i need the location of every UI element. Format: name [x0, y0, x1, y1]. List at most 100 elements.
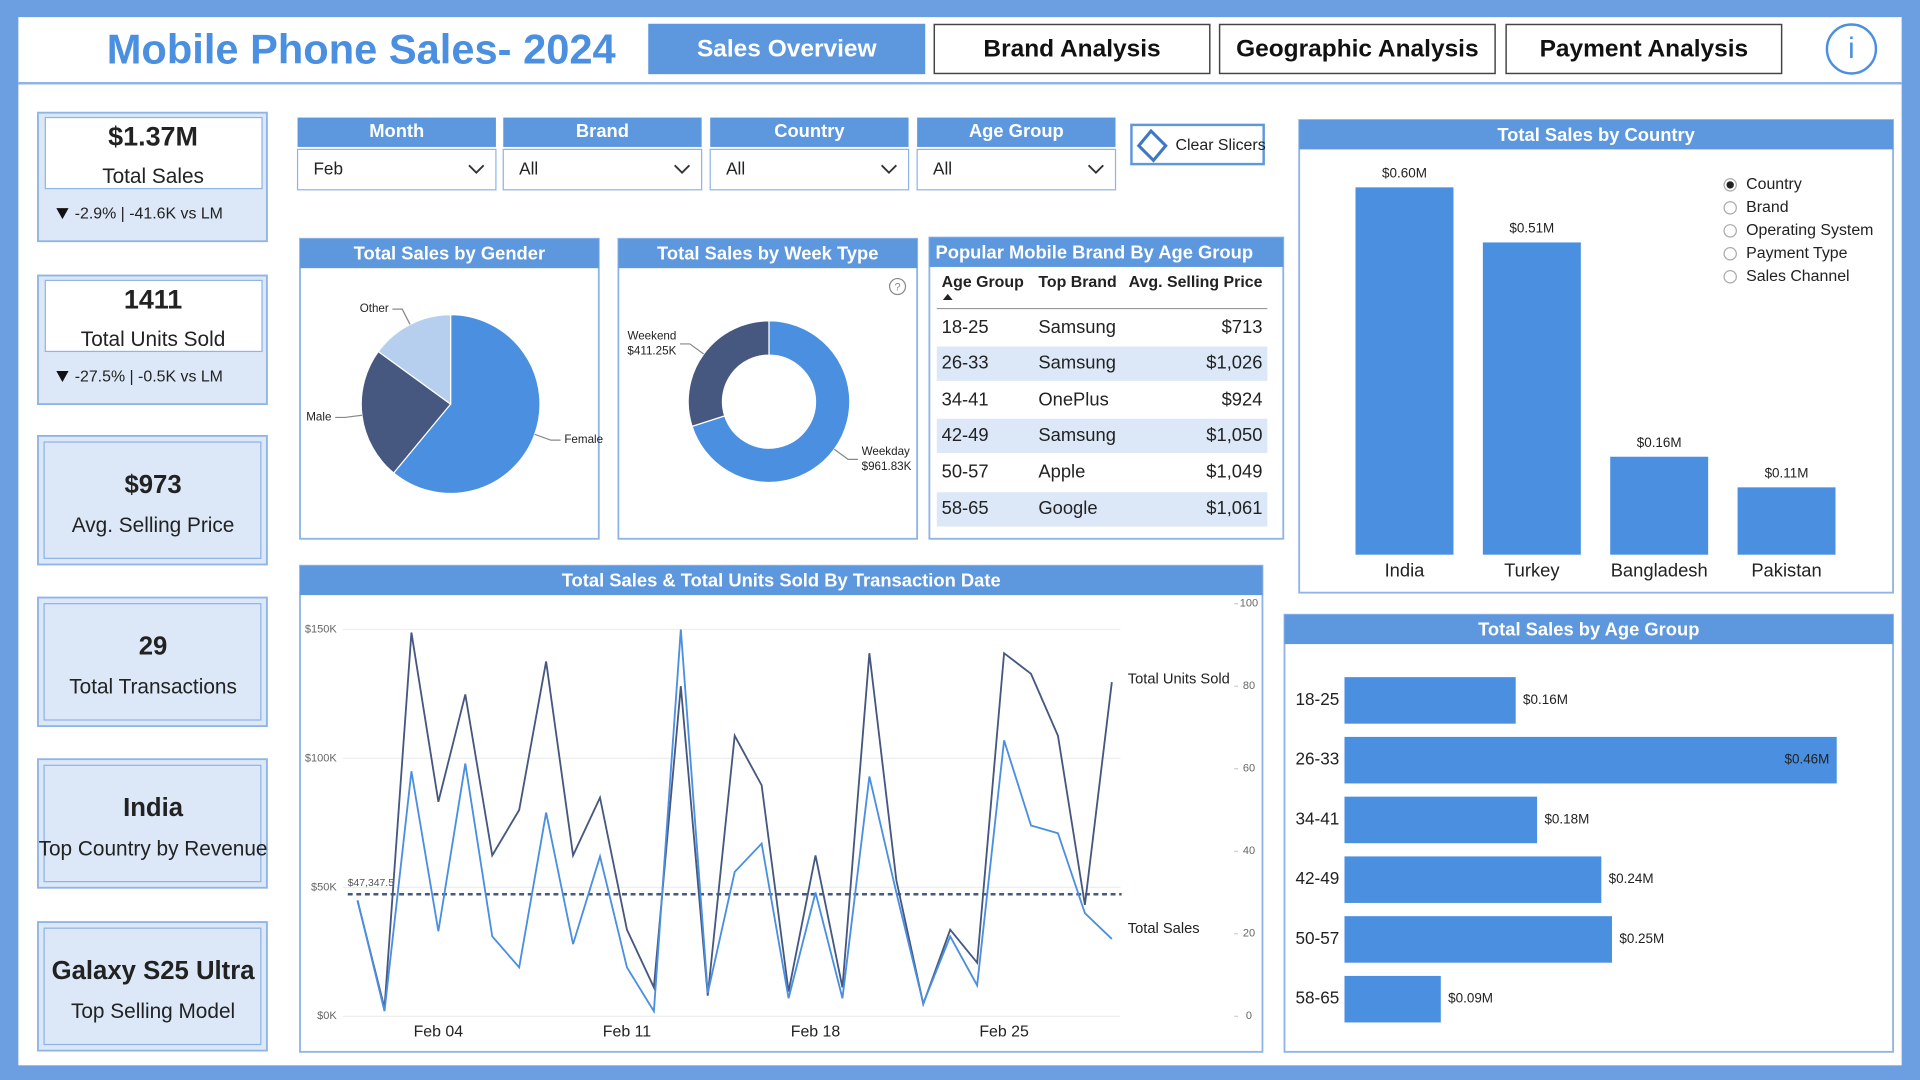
eraser-icon: [1136, 128, 1168, 163]
bar-value-label: $0.60M: [1382, 165, 1427, 180]
panel-title: Total Sales & Total Units Sold By Transa…: [562, 569, 1001, 590]
panel-title: Total Sales by Week Type: [657, 243, 878, 264]
info-icon[interactable]: [1825, 23, 1878, 75]
radio-label: Operating System: [1746, 222, 1873, 239]
donut-slice: [687, 320, 770, 428]
slicer-dropdown[interactable]: [709, 148, 910, 191]
info-icon-glyph: i: [1848, 32, 1855, 65]
table-cell: 42-49: [942, 424, 989, 445]
radio-button[interactable]: [1723, 247, 1737, 261]
bar: [1482, 242, 1581, 555]
table-cell: Samsung: [1038, 424, 1116, 445]
radio-button[interactable]: [1723, 224, 1737, 238]
panel-title: Total Sales by Gender: [354, 243, 545, 264]
table-cell: $1,026: [1206, 352, 1262, 373]
x-tick-label: Turkey: [1504, 560, 1560, 581]
chevron: [674, 164, 691, 174]
table-cell: $713: [1222, 316, 1263, 337]
tab-label: Sales Overview: [697, 36, 878, 63]
panel-title: Total Sales by Age Group: [1478, 618, 1699, 639]
slicer-label: Month: [369, 120, 424, 141]
slicer-label: Age Group: [969, 120, 1064, 141]
table-header: Age Group: [942, 274, 1024, 291]
slicer-dropdown[interactable]: [502, 148, 703, 191]
help-icon[interactable]: [888, 277, 907, 296]
bar: [1344, 856, 1602, 903]
kpi-label: Total Transactions: [69, 676, 237, 699]
tab[interactable]: [1505, 23, 1783, 75]
y-tick-label: $150K: [305, 623, 338, 635]
table-cell: $1,050: [1206, 424, 1262, 445]
help-icon-glyph: ?: [894, 282, 900, 294]
tab-label: Brand Analysis: [983, 36, 1160, 63]
slice-value-label: $411.25K: [627, 344, 676, 357]
slicer-dropdown[interactable]: [296, 148, 497, 191]
table-cell: Google: [1038, 497, 1097, 518]
delta-arrow: [56, 371, 69, 383]
tab[interactable]: [1218, 23, 1496, 75]
slicer-label: Country: [774, 120, 845, 141]
kpi-card-inner: [43, 764, 262, 883]
table-cell: 58-65: [942, 497, 989, 518]
slicer-dropdown[interactable]: [916, 148, 1117, 191]
x-tick-label: Feb 04: [414, 1023, 464, 1040]
y-tick-label: 50-57: [1296, 928, 1340, 948]
leader-line: [534, 433, 561, 441]
slice-label: Weekday: [862, 445, 910, 458]
y2-tick-label: 0: [1246, 1010, 1252, 1022]
chevron: [1087, 164, 1104, 174]
slicer-label: Brand: [576, 120, 629, 141]
chevron: [880, 164, 897, 174]
table-cell: 34-41: [942, 388, 989, 409]
panel-title-bar: [1299, 120, 1894, 150]
slicer-value: All: [933, 159, 952, 179]
bar: [1344, 796, 1538, 844]
table-header: Top Brand: [1038, 274, 1116, 291]
leader-line: [392, 308, 411, 325]
table-cell: Samsung: [1038, 352, 1116, 373]
y-tick-label: $100K: [305, 752, 338, 764]
slicer-header: [917, 117, 1116, 147]
bar-value-label: $0.46M: [1785, 752, 1830, 767]
y-tick-label: 18-25: [1296, 689, 1340, 709]
kpi-label: Total Sales: [102, 165, 204, 188]
bar-value-label: $0.51M: [1509, 221, 1554, 236]
delta-arrow: [56, 208, 69, 220]
series-line: [356, 632, 1113, 1009]
kpi-card-inner: [43, 603, 262, 721]
panel-title: Total Sales by Country: [1497, 124, 1695, 145]
tab[interactable]: [933, 23, 1211, 75]
panel: [928, 236, 1285, 540]
bar: [1737, 487, 1836, 555]
panel-title-bar: [300, 565, 1263, 596]
bar-value-label: $0.25M: [1619, 931, 1664, 946]
kpi-card: [37, 758, 268, 889]
y-tick-label: 58-65: [1296, 988, 1340, 1008]
slice-label: Other: [360, 302, 389, 315]
kpi-card-inner: [43, 927, 262, 1046]
sort-arrow: [942, 293, 953, 300]
tab[interactable]: [648, 23, 926, 75]
slicer-value: All: [726, 159, 745, 179]
radio-dot: [1726, 181, 1734, 189]
kpi-label: Top Selling Model: [71, 1000, 235, 1023]
table-row-band: [936, 346, 1268, 381]
radio-button[interactable]: [1723, 270, 1737, 284]
pie-slice: [360, 350, 452, 474]
radio-button[interactable]: [1723, 201, 1737, 215]
bar: [1344, 677, 1516, 724]
leader-line: [833, 448, 858, 460]
y-tick-label: $0K: [317, 1010, 337, 1022]
y2-tick-label: 60: [1243, 763, 1255, 775]
bar-value-label: $0.16M: [1523, 692, 1568, 707]
table-cell: 18-25: [942, 316, 989, 337]
panel-title-bar: [1284, 614, 1894, 645]
slicer-header: [710, 117, 909, 147]
bar-value-label: $0.11M: [1765, 465, 1809, 480]
leader-line: [680, 343, 705, 355]
panel-title-bar: [929, 237, 1284, 267]
series-label: Total Units Sold: [1128, 672, 1230, 688]
content: Sales Overview Brand Analysis Geographic A…: [37, 23, 1894, 1053]
panel: [617, 237, 919, 540]
clear-slicers-label: Clear Slicers: [1176, 137, 1266, 154]
